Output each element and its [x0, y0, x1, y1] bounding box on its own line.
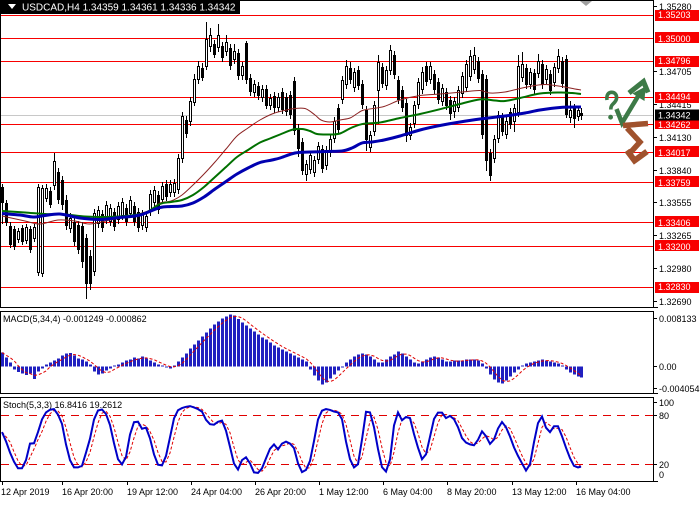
svg-text:0.00: 0.00: [659, 362, 677, 372]
svg-text:1.34017: 1.34017: [658, 148, 691, 158]
svg-text:80: 80: [659, 411, 669, 421]
svg-text:26 Apr 20:00: 26 Apr 20:00: [255, 487, 306, 497]
svg-text:1.33840: 1.33840: [659, 166, 692, 176]
svg-text:1.35203: 1.35203: [658, 10, 691, 20]
svg-text:1.35280: 1.35280: [659, 2, 692, 12]
svg-text:1.34796: 1.34796: [658, 56, 691, 66]
svg-text:1.32830: 1.32830: [658, 282, 691, 292]
svg-text:1.32980: 1.32980: [659, 264, 692, 274]
svg-text:12 Apr 2019: 12 Apr 2019: [1, 487, 50, 497]
svg-text:1.34130: 1.34130: [659, 133, 692, 143]
svg-text:1.33265: 1.33265: [659, 231, 692, 241]
svg-text:1.33406: 1.33406: [658, 218, 691, 228]
svg-text:6 May 04:00: 6 May 04:00: [383, 487, 433, 497]
svg-text:Stoch(5,3,3) 16.8416 19.2612: Stoch(5,3,3) 16.8416 19.2612: [3, 400, 122, 410]
svg-text:USDCAD,H4 1.34359 1.34361 1.3: USDCAD,H4 1.34359 1.34361 1.34336 1.3434…: [22, 3, 236, 14]
svg-text:1.32690: 1.32690: [659, 297, 692, 307]
svg-text:MACD(5,34,4) -0.001249 -0.0008: MACD(5,34,4) -0.001249 -0.000862: [3, 314, 147, 324]
svg-text:1 May 12:00: 1 May 12:00: [319, 487, 369, 497]
svg-text:1.35000: 1.35000: [658, 34, 691, 44]
svg-text:0.008133: 0.008133: [659, 314, 697, 324]
svg-text:19 Apr 12:00: 19 Apr 12:00: [127, 487, 178, 497]
svg-text:1.34342: 1.34342: [658, 111, 691, 121]
svg-text:1.34415: 1.34415: [659, 100, 692, 110]
svg-text:8 May 20:00: 8 May 20:00: [447, 487, 497, 497]
svg-text:24 Apr 04:00: 24 Apr 04:00: [191, 487, 242, 497]
svg-text:1.33759: 1.33759: [658, 178, 691, 188]
svg-text:1.34705: 1.34705: [659, 67, 692, 77]
svg-text:1.33200: 1.33200: [658, 242, 691, 252]
svg-text:16 Apr 20:00: 16 Apr 20:00: [62, 487, 113, 497]
svg-text:1.34262: 1.34262: [658, 120, 691, 130]
svg-text:-0.004054: -0.004054: [659, 384, 700, 394]
svg-text:1.34494: 1.34494: [658, 92, 691, 102]
svg-text:0: 0: [659, 470, 664, 480]
svg-text:16 May 04:00: 16 May 04:00: [576, 487, 631, 497]
svg-text:100: 100: [659, 398, 674, 408]
svg-text:20: 20: [659, 460, 669, 470]
svg-text:1.33555: 1.33555: [659, 198, 692, 208]
svg-text:13 May 12:00: 13 May 12:00: [512, 487, 567, 497]
